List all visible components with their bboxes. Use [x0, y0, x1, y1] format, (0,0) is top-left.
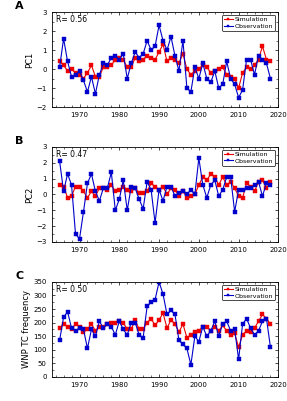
- Observation: [189, 187, 193, 192]
- Simulation: [98, 186, 101, 190]
- Observation: [141, 207, 145, 211]
- Observation: [157, 279, 161, 284]
- Text: R= 0.47: R= 0.47: [56, 150, 87, 159]
- Observation: [58, 65, 61, 69]
- Simulation: [189, 72, 193, 77]
- Observation: [177, 190, 181, 195]
- Simulation: [137, 327, 141, 332]
- Observation: [177, 69, 181, 73]
- Observation: [58, 159, 61, 164]
- Simulation: [205, 324, 209, 329]
- Observation: [209, 328, 212, 333]
- Observation: [137, 332, 141, 337]
- Simulation: [269, 59, 272, 64]
- Simulation: [141, 190, 145, 195]
- Line: Simulation: Simulation: [58, 43, 272, 89]
- Simulation: [209, 172, 212, 176]
- Observation: [98, 198, 101, 203]
- Simulation: [177, 194, 181, 198]
- Y-axis label: WNP TC frequency: WNP TC frequency: [22, 290, 30, 369]
- Simulation: [177, 330, 181, 334]
- Line: Observation: Observation: [58, 24, 272, 99]
- Observation: [237, 95, 240, 100]
- Observation: [205, 76, 209, 81]
- Simulation: [185, 335, 189, 340]
- Simulation: [205, 65, 209, 69]
- Observation: [269, 182, 272, 187]
- Observation: [185, 346, 189, 351]
- Simulation: [189, 332, 193, 337]
- Line: Simulation: Simulation: [58, 312, 272, 348]
- Observation: [185, 192, 189, 197]
- Simulation: [185, 67, 189, 71]
- Simulation: [189, 194, 193, 198]
- Simulation: [205, 178, 209, 182]
- Legend: Simulation, Observation: Simulation, Observation: [222, 285, 275, 300]
- Simulation: [58, 326, 61, 330]
- Simulation: [58, 59, 61, 64]
- Text: R= 0.50: R= 0.50: [56, 285, 87, 294]
- Observation: [269, 345, 272, 350]
- Simulation: [237, 86, 240, 91]
- Simulation: [177, 61, 181, 66]
- Text: A: A: [15, 1, 24, 11]
- Observation: [78, 237, 81, 241]
- Text: C: C: [15, 271, 24, 281]
- Simulation: [269, 179, 272, 184]
- Legend: Simulation, Observation: Simulation, Observation: [222, 15, 275, 30]
- Simulation: [66, 195, 69, 200]
- Simulation: [237, 345, 240, 350]
- Simulation: [185, 195, 189, 200]
- Text: B: B: [15, 136, 24, 146]
- Simulation: [161, 42, 165, 47]
- Simulation: [58, 182, 61, 187]
- Text: R= 0.56: R= 0.56: [56, 15, 87, 24]
- Simulation: [94, 328, 97, 333]
- Observation: [269, 76, 272, 81]
- Observation: [197, 156, 201, 160]
- Simulation: [161, 311, 165, 316]
- Observation: [137, 55, 141, 60]
- Simulation: [137, 59, 141, 64]
- Observation: [94, 334, 97, 338]
- Observation: [193, 334, 197, 338]
- Observation: [185, 86, 189, 91]
- Legend: Simulation, Observation: Simulation, Observation: [222, 150, 275, 166]
- Observation: [209, 182, 212, 187]
- Y-axis label: PC1: PC1: [25, 51, 34, 68]
- Observation: [157, 23, 161, 28]
- Observation: [189, 363, 193, 367]
- Line: Observation: Observation: [58, 280, 272, 366]
- Observation: [177, 338, 181, 343]
- Simulation: [94, 74, 97, 79]
- Y-axis label: PC2: PC2: [25, 186, 34, 203]
- Observation: [94, 91, 97, 96]
- Observation: [189, 89, 193, 94]
- Simulation: [269, 322, 272, 326]
- Line: Simulation: Simulation: [58, 172, 272, 199]
- Line: Observation: Observation: [58, 156, 272, 240]
- Observation: [58, 338, 61, 343]
